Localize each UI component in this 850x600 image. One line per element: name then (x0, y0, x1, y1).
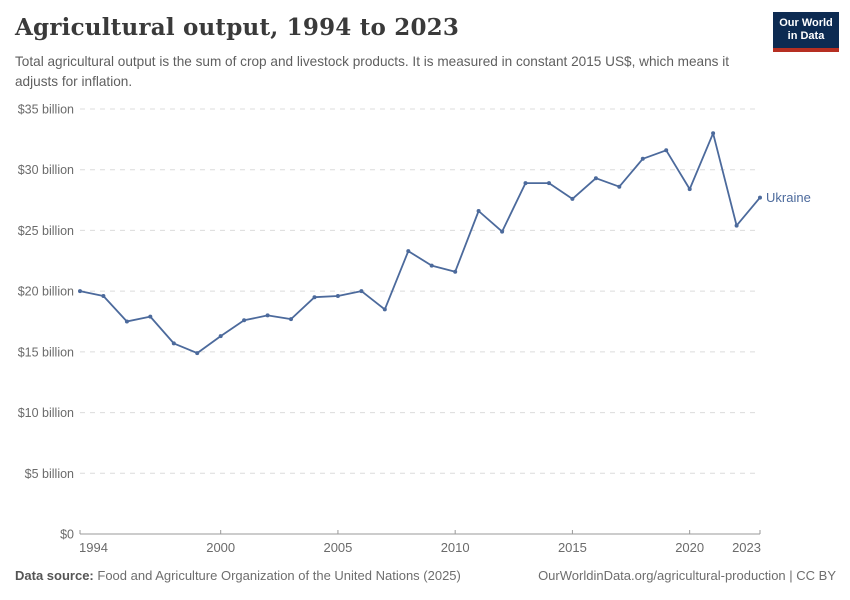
data-point[interactable] (570, 196, 575, 201)
y-axis-tick-label: $10 billion (18, 406, 74, 420)
data-point[interactable] (101, 294, 106, 298)
owid-logo-line1: Our World (779, 17, 833, 29)
data-line-ukraine[interactable] (79, 132, 761, 355)
data-point[interactable] (453, 269, 458, 274)
data-point[interactable] (335, 294, 340, 298)
owid-logo-line2: in Data (787, 30, 825, 42)
data-point[interactable] (382, 307, 387, 312)
data-point[interactable] (78, 289, 82, 294)
x-axis-tick-label: 2023 (732, 540, 761, 555)
data-point[interactable] (195, 351, 200, 356)
x-axis-tick-label: 2015 (558, 540, 587, 555)
y-axis-tick-label: $15 billion (18, 345, 74, 359)
data-point[interactable] (523, 181, 528, 186)
y-axis-tick-label: $5 billion (25, 467, 74, 481)
data-point[interactable] (242, 318, 247, 323)
data-point[interactable] (148, 314, 153, 319)
data-point[interactable] (593, 176, 598, 181)
x-axis-tick-label: 2010 (441, 540, 470, 555)
data-point[interactable] (171, 341, 176, 346)
data-source-text: Food and Agriculture Organization of the… (97, 568, 461, 583)
y-axis-tick-label: $20 billion (18, 285, 74, 299)
data-source: Data source: Food and Agriculture Organi… (15, 568, 461, 583)
y-axis-tick-label: $0 (60, 528, 74, 542)
x-axis-tick-label: 2000 (206, 540, 235, 555)
x-axis-tick-label: 2020 (675, 540, 704, 555)
data-point[interactable] (265, 313, 270, 318)
y-axis-tick-label: $25 billion (18, 224, 74, 238)
data-point[interactable] (476, 209, 481, 213)
data-point[interactable] (500, 229, 505, 234)
data-point[interactable] (711, 131, 716, 136)
data-point[interactable] (547, 181, 551, 186)
data-point[interactable] (406, 249, 411, 254)
y-axis-tick-label: $35 billion (18, 103, 74, 117)
data-source-label: Data source: (15, 568, 94, 583)
x-axis-tick-label: 1994 (79, 540, 108, 555)
owid-logo[interactable]: Our World in Data (773, 12, 839, 52)
data-point[interactable] (429, 263, 434, 268)
data-point[interactable] (687, 187, 692, 192)
chart-subtitle: Total agricultural output is the sum of … (15, 54, 730, 90)
data-point[interactable] (124, 319, 129, 324)
page-title: Agricultural output, 1994 to 2023 (15, 14, 460, 41)
data-point[interactable] (734, 223, 739, 228)
data-point[interactable] (218, 334, 223, 339)
data-point[interactable] (640, 156, 645, 161)
data-point[interactable] (312, 295, 317, 300)
y-axis-tick-label: $30 billion (18, 163, 74, 177)
series-label-ukraine[interactable]: Ukraine (766, 190, 811, 205)
x-axis-tick-label: 2005 (323, 540, 352, 555)
credit-link[interactable]: OurWorldinData.org/agricultural-producti… (538, 568, 836, 583)
data-point[interactable] (617, 184, 622, 189)
data-point[interactable] (758, 195, 762, 200)
data-point[interactable] (664, 148, 669, 153)
data-point[interactable] (359, 289, 364, 294)
data-point[interactable] (289, 317, 293, 322)
